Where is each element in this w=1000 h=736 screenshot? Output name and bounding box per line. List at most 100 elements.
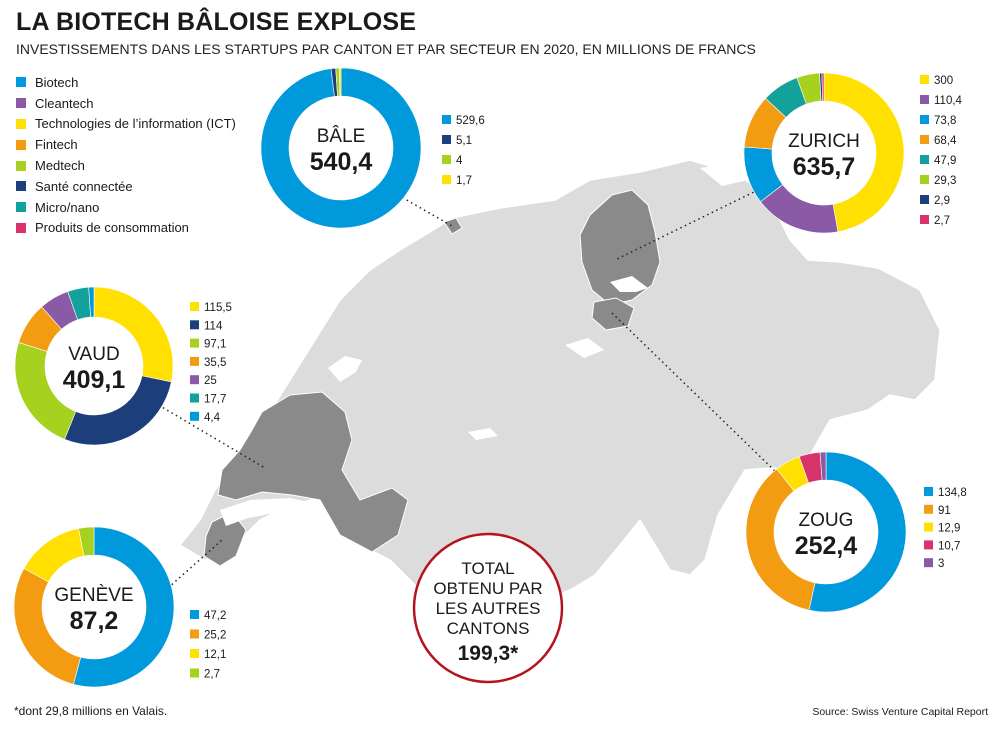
legend-swatch <box>16 202 26 213</box>
value-swatch <box>920 195 929 204</box>
legend-label: Santé connectée <box>35 178 133 194</box>
canton-total: 635,7 <box>793 153 856 181</box>
value-label: 300 <box>934 75 953 87</box>
value-swatch <box>924 522 933 532</box>
other-cantons-line3: LES AUTRES <box>436 599 541 618</box>
value-swatch <box>190 320 199 330</box>
source-credit: Source: Swiss Venture Capital Report <box>812 706 988 718</box>
donut-slice <box>330 67 338 97</box>
legend-swatch <box>16 98 26 109</box>
donut-slice <box>64 375 172 446</box>
canton-total: 87,2 <box>70 607 119 635</box>
donut-slice <box>765 77 807 118</box>
donut-slice <box>23 528 85 583</box>
other-cantons-line2: OBTENU PAR <box>433 579 542 598</box>
value-swatch <box>920 175 929 184</box>
legend-item-biotech: Biotech <box>16 72 236 93</box>
other-cantons-circle <box>412 532 564 684</box>
value-label: 1,7 <box>456 175 472 187</box>
donut-slice <box>260 67 422 229</box>
other-cantons-value: 199,3* <box>458 642 520 665</box>
donut-slice <box>88 286 95 318</box>
value-label: 2,7 <box>204 669 220 681</box>
legend-item-sante-connectee: Santé connectée <box>16 176 236 197</box>
donut-slice <box>13 567 82 685</box>
donut-slice <box>41 291 79 330</box>
canton-name: VAUD <box>68 344 119 365</box>
legend-item-ict: Technologies de l’information (ICT) <box>16 114 236 135</box>
value-swatch <box>190 338 199 348</box>
connector-zoug <box>611 312 777 473</box>
value-label: 10,7 <box>938 540 960 552</box>
legend-swatch <box>16 118 26 129</box>
value-swatch <box>920 215 929 224</box>
other-cantons-line4: CANTONS <box>447 619 530 638</box>
value-label: 17,7 <box>204 394 226 406</box>
legend-swatch <box>16 77 26 88</box>
legend-swatch <box>16 222 26 233</box>
donut-zurich: 300 110,4 73,8 68,4 47,9 29,3 2,9 2,7 ZURICH635,… <box>743 72 963 234</box>
map-vaud-region <box>217 391 409 553</box>
value-label: 5,1 <box>456 135 472 147</box>
value-label: 97,1 <box>204 339 226 351</box>
legend-swatch <box>16 181 26 192</box>
value-swatch <box>924 558 933 568</box>
donut-slice <box>14 342 77 440</box>
value-swatch <box>442 155 451 164</box>
value-swatch <box>190 411 199 421</box>
value-label: 4 <box>456 155 463 167</box>
legend-label: Technologies de l’information (ICT) <box>35 116 236 132</box>
value-label: 35,5 <box>204 357 226 369</box>
page-title: LA BIOTECH BÂLOISE EXPLOSE <box>16 8 417 36</box>
legend-label: Fintech <box>35 137 78 153</box>
connector-vaud <box>149 399 266 469</box>
canton-total: 540,4 <box>310 148 373 176</box>
legend-label: Cleantech <box>35 95 94 111</box>
connector-zurich <box>614 189 759 261</box>
donut-slice <box>745 468 816 611</box>
other-cantons-line1: TOTAL <box>461 559 514 578</box>
legend-item-cleantech: Cleantech <box>16 93 236 114</box>
footnote: *dont 29,8 millions en Valais. <box>14 704 168 718</box>
map-zurich-region <box>579 189 661 306</box>
value-label: 12,9 <box>938 523 960 535</box>
value-swatch <box>924 540 933 550</box>
canton-name: ZURICH <box>788 131 860 152</box>
value-swatch <box>920 75 929 84</box>
legend-item-fintech: Fintech <box>16 134 236 155</box>
connectors <box>149 189 777 589</box>
map-lake-geneva <box>220 498 322 526</box>
value-label: 2,9 <box>934 195 950 207</box>
canton-name: GENÈVE <box>54 585 133 606</box>
map-switzerland-outline <box>178 159 941 613</box>
donut-slice <box>798 451 823 484</box>
legend-item-micro-nano: Micro/nano <box>16 197 236 218</box>
connector-geneve <box>167 539 223 589</box>
legend-label: Biotech <box>35 74 79 90</box>
donut-slice <box>743 97 787 150</box>
legend-swatch <box>16 139 26 150</box>
value-swatch <box>190 610 199 619</box>
value-swatch <box>920 135 929 144</box>
map-lake-thun <box>468 428 498 440</box>
value-swatch <box>190 375 199 385</box>
value-swatch <box>190 302 199 311</box>
map-lake-zurich <box>610 276 648 292</box>
value-label: 110,4 <box>934 95 963 107</box>
value-swatch <box>920 95 929 104</box>
map-lake-lucerne <box>565 338 604 358</box>
value-swatch <box>190 668 199 678</box>
value-label: 73,8 <box>934 115 956 127</box>
value-swatch <box>924 487 933 496</box>
value-label: 47,9 <box>934 155 956 167</box>
value-label: 4,4 <box>204 412 221 424</box>
map-zoug-region <box>591 297 635 331</box>
legend-swatch <box>16 160 26 171</box>
donut-slice <box>760 184 839 234</box>
value-swatch <box>920 155 929 164</box>
donut-slice <box>67 286 92 321</box>
value-swatch <box>190 356 199 366</box>
legend: Biotech Cleantech Technologies de l’info… <box>16 72 236 238</box>
